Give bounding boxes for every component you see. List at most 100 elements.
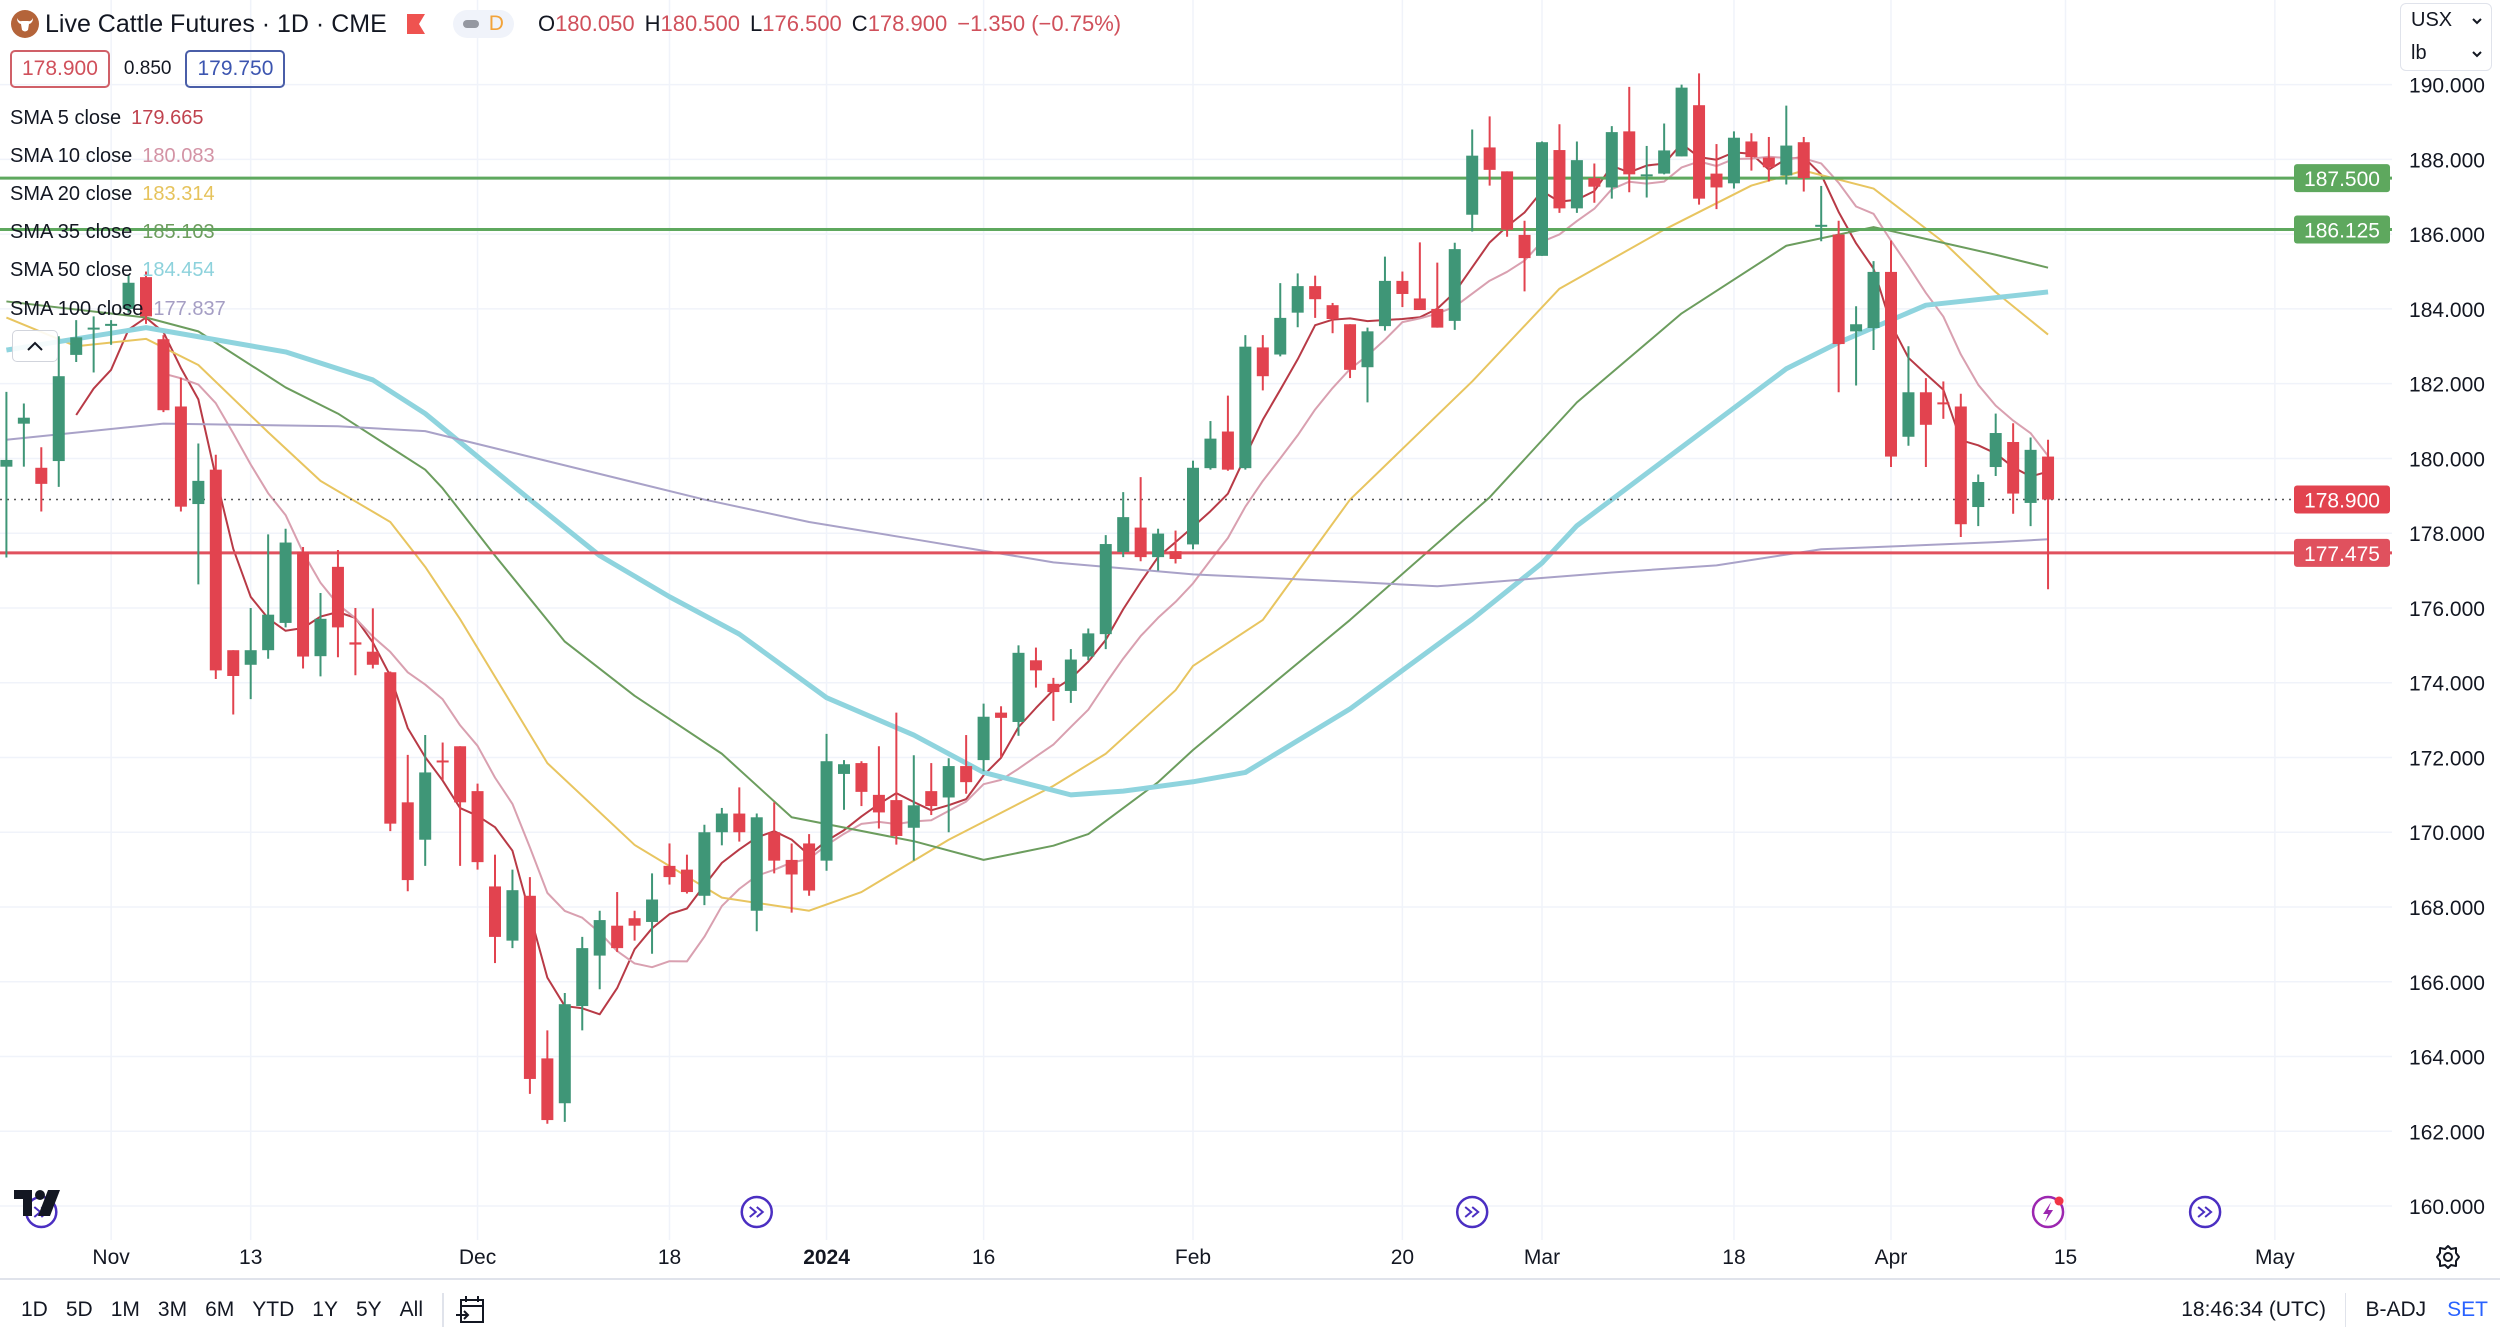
candle-body bbox=[0, 459, 13, 467]
price-level-label[interactable]: 177.475 bbox=[2294, 538, 2390, 567]
candle bbox=[87, 316, 100, 373]
candle-body bbox=[1815, 224, 1828, 227]
range-1m-button[interactable]: 1M bbox=[110, 1298, 140, 1321]
dividend-arrows-icon[interactable] bbox=[2188, 1195, 2222, 1229]
candle-body bbox=[1431, 308, 1444, 328]
time-tick-label: 18 bbox=[658, 1246, 681, 1269]
events[interactable] bbox=[25, 1195, 2222, 1229]
candle-body bbox=[279, 542, 292, 623]
candle-body bbox=[1326, 305, 1339, 320]
candle-body bbox=[2007, 441, 2020, 494]
candle-body bbox=[1274, 317, 1287, 355]
candle bbox=[1378, 256, 1391, 331]
currency-select[interactable]: USX bbox=[2401, 4, 2491, 37]
legend-value: 185.103 bbox=[142, 221, 215, 244]
candle bbox=[1431, 262, 1444, 328]
range-5d-button[interactable]: 5D bbox=[65, 1298, 93, 1321]
price-level-label[interactable]: 187.500 bbox=[2294, 164, 2390, 193]
price-label-box bbox=[2294, 164, 2390, 193]
legend-item[interactable]: SMA 50 close 184.454 bbox=[10, 252, 226, 290]
settings-gear-icon[interactable] bbox=[2434, 1243, 2462, 1271]
calendar-goto-icon[interactable] bbox=[454, 1293, 488, 1327]
legend-item[interactable]: SMA 10 close 180.083 bbox=[10, 137, 226, 175]
candle-body bbox=[122, 282, 135, 309]
candle-body bbox=[611, 925, 624, 949]
price-axis[interactable]: 160.000 162.000 164.000 166.000 168.000 170.0… bbox=[2409, 75, 2485, 1219]
unit-select[interactable]: lb bbox=[2401, 37, 2491, 70]
candle bbox=[244, 607, 257, 700]
legend-item[interactable]: SMA 35 close 185.103 bbox=[10, 214, 226, 252]
candle bbox=[2042, 439, 2055, 590]
candle-body bbox=[872, 794, 885, 813]
lightning-alert-icon[interactable] bbox=[2031, 1195, 2065, 1229]
candle-body bbox=[1204, 438, 1217, 469]
double-arrow-icon bbox=[1464, 1206, 1480, 1218]
candle bbox=[611, 892, 624, 952]
lightning-icon bbox=[2043, 1202, 2054, 1222]
candle bbox=[1588, 163, 1601, 203]
horizontal-levels[interactable]: 187.500 186.125 177.475 178.900 bbox=[0, 164, 2392, 567]
unit-value: lb bbox=[2411, 42, 2427, 64]
session-toggle[interactable]: SET bbox=[2447, 1298, 2488, 1321]
candle bbox=[192, 443, 205, 585]
red-flag-icon[interactable] bbox=[405, 12, 427, 36]
candle-body bbox=[1675, 87, 1688, 157]
candle bbox=[1169, 530, 1182, 564]
range-3m-button[interactable]: 3M bbox=[157, 1298, 188, 1321]
time-tick-label: Feb bbox=[1175, 1246, 1211, 1269]
range-5y-button[interactable]: 5Y bbox=[355, 1298, 382, 1321]
candle-body bbox=[157, 339, 170, 411]
tradingview-logo[interactable] bbox=[14, 1186, 64, 1226]
candle-body bbox=[70, 337, 83, 355]
candle-body bbox=[838, 764, 850, 774]
candle-body bbox=[209, 469, 222, 671]
timezone-clock[interactable]: 18:46:34 (UTC) bbox=[2181, 1298, 2326, 1321]
candle-body bbox=[1152, 533, 1165, 558]
close-value: 178.900 bbox=[867, 11, 948, 36]
time-tick-label: Dec bbox=[459, 1246, 496, 1269]
data-status-badge[interactable]: D bbox=[452, 10, 514, 38]
dividend-arrows-icon[interactable] bbox=[1455, 1195, 1489, 1229]
candle bbox=[35, 447, 48, 512]
candle-body bbox=[87, 327, 100, 330]
buy-button[interactable]: 179.750 bbox=[185, 50, 286, 88]
candle-body bbox=[715, 813, 728, 833]
time-axis[interactable]: Nov 13 Dec 18 2024 16 Feb 20 Mar 18 Apr 15 May bbox=[92, 1246, 2295, 1269]
divider bbox=[442, 1293, 444, 1327]
range-1d-button[interactable]: 1D bbox=[21, 1298, 48, 1321]
legend-item[interactable]: SMA 100 close 177.837 bbox=[10, 290, 226, 328]
candle bbox=[820, 733, 833, 871]
candle bbox=[2024, 437, 2037, 527]
legend-item[interactable]: SMA 20 close 183.314 bbox=[10, 175, 226, 213]
candle-body bbox=[105, 323, 118, 326]
candle bbox=[1954, 393, 1967, 537]
legend-item[interactable]: SMA 5 close 179.665 bbox=[10, 99, 226, 137]
range-ytd-button[interactable]: YTD bbox=[252, 1298, 295, 1321]
range-1y-button[interactable]: 1Y bbox=[312, 1298, 338, 1321]
adjustment-toggle[interactable]: B-ADJ bbox=[2365, 1298, 2427, 1321]
symbol-title[interactable]: Live Cattle Futures · 1D · CME bbox=[45, 9, 387, 38]
price-level-label[interactable]: 178.900 bbox=[2294, 485, 2390, 514]
candle bbox=[52, 336, 65, 487]
candle bbox=[1501, 171, 1514, 237]
candle-body bbox=[663, 865, 676, 878]
candle bbox=[314, 593, 327, 677]
collapse-legend-button[interactable] bbox=[12, 330, 58, 362]
legend-label: SMA 35 close bbox=[10, 221, 133, 244]
candle bbox=[140, 271, 152, 324]
sell-button[interactable]: 178.900 bbox=[10, 50, 110, 88]
candle-body bbox=[1972, 481, 1985, 508]
range-all-button[interactable]: All bbox=[399, 1298, 423, 1321]
dividend-arrows-icon[interactable] bbox=[740, 1195, 773, 1229]
candle bbox=[1134, 477, 1147, 562]
candle-body bbox=[1902, 392, 1915, 437]
candle bbox=[541, 1030, 554, 1124]
candle-body bbox=[401, 802, 414, 881]
market-status-icon bbox=[462, 20, 479, 28]
time-tick-label: Nov bbox=[92, 1246, 130, 1269]
price-level-label[interactable]: 186.125 bbox=[2294, 215, 2390, 244]
range-6m-button[interactable]: 6M bbox=[205, 1298, 235, 1321]
price-tick-label: 160.000 bbox=[2409, 1196, 2485, 1219]
candle bbox=[1187, 460, 1199, 550]
